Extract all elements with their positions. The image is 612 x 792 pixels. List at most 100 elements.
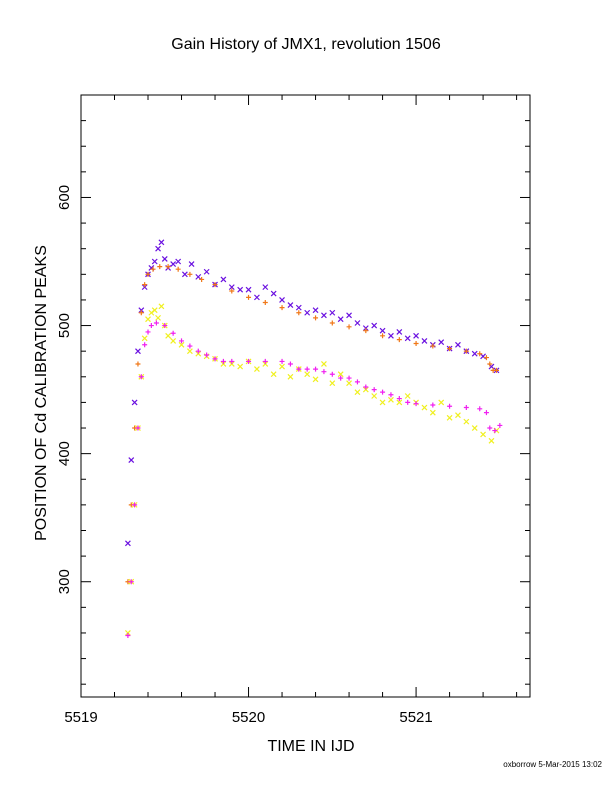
data-point	[138, 307, 145, 314]
data-point	[161, 256, 168, 262]
footer-timestamp: oxborrow 5-Mar-2015 13:02	[503, 760, 602, 769]
data-point	[246, 358, 252, 364]
data-point	[363, 328, 369, 334]
data-point	[195, 350, 202, 357]
data-point	[262, 284, 269, 291]
data-point	[142, 342, 148, 348]
data-point	[354, 320, 361, 326]
data-point	[388, 332, 394, 339]
data-point	[237, 286, 244, 293]
data-point	[237, 363, 244, 370]
data-point	[321, 312, 327, 319]
data-marks	[124, 239, 503, 639]
data-point	[279, 363, 285, 370]
x-tick-label: 5521	[399, 709, 432, 726]
data-point	[262, 299, 268, 305]
series-1	[124, 239, 500, 547]
data-point	[487, 425, 493, 431]
data-point	[135, 361, 141, 367]
data-point	[447, 346, 453, 352]
data-point	[396, 396, 402, 402]
axis-ticks: 5519 5520 5521 300 400 500 600	[56, 95, 530, 726]
data-point	[138, 374, 144, 380]
data-point	[346, 380, 352, 387]
y-tick-label: 400	[56, 441, 73, 466]
data-point	[488, 437, 495, 444]
data-point	[153, 320, 159, 326]
data-point	[492, 428, 498, 434]
data-point	[396, 329, 403, 335]
data-point	[135, 425, 141, 431]
data-point	[346, 324, 352, 330]
data-point	[480, 431, 487, 438]
data-point	[245, 286, 252, 293]
data-point	[128, 457, 135, 463]
data-point	[220, 276, 227, 283]
data-point	[279, 358, 285, 364]
data-point	[279, 305, 285, 311]
data-point	[125, 633, 131, 639]
data-point	[413, 401, 419, 407]
series-4	[125, 320, 503, 639]
data-point	[471, 425, 478, 431]
data-point	[124, 630, 131, 636]
data-point	[483, 410, 489, 416]
y-tick-label: 600	[56, 185, 73, 210]
data-point	[187, 343, 193, 349]
data-point	[421, 337, 428, 344]
data-point	[438, 339, 445, 346]
data-point	[321, 361, 327, 367]
data-point	[497, 422, 503, 428]
data-point	[178, 341, 185, 348]
x-tick-label: 5520	[232, 709, 265, 726]
data-point	[175, 258, 182, 265]
data-point	[158, 239, 165, 246]
data-point	[329, 380, 336, 387]
data-point	[124, 540, 131, 547]
data-point	[150, 266, 156, 272]
chart-title: Gain History of JMX1, revolution 1506	[171, 36, 441, 53]
data-point	[371, 387, 377, 393]
data-point	[148, 323, 154, 329]
data-point	[354, 389, 361, 396]
data-point	[321, 369, 327, 375]
data-point	[212, 356, 218, 362]
data-point	[429, 409, 436, 416]
data-point	[329, 371, 335, 377]
data-point	[379, 327, 386, 334]
data-point	[379, 399, 386, 406]
data-point	[380, 333, 386, 339]
data-point	[195, 348, 201, 354]
data-point	[170, 330, 176, 336]
data-point	[388, 392, 394, 398]
data-point	[179, 338, 185, 344]
data-point	[438, 399, 445, 406]
data-point	[175, 266, 181, 272]
data-point	[188, 261, 195, 267]
data-point	[337, 316, 344, 323]
data-point	[287, 373, 294, 380]
data-point	[455, 341, 461, 348]
data-point	[304, 371, 311, 378]
data-point	[270, 290, 277, 297]
data-point	[346, 312, 352, 319]
data-point	[246, 294, 252, 300]
data-point	[162, 323, 168, 329]
data-point	[170, 261, 177, 267]
data-point	[270, 371, 277, 378]
data-point	[253, 366, 260, 373]
data-point	[151, 258, 158, 265]
data-point	[471, 350, 478, 357]
x-tick-label: 5519	[64, 709, 97, 726]
data-point	[295, 304, 302, 311]
data-point	[135, 348, 141, 355]
data-point	[132, 502, 138, 508]
data-point	[170, 337, 177, 344]
data-point	[329, 320, 335, 326]
data-point	[413, 332, 419, 339]
data-point	[229, 358, 235, 364]
data-point	[487, 361, 493, 367]
data-point	[362, 386, 369, 393]
data-point	[463, 405, 469, 411]
